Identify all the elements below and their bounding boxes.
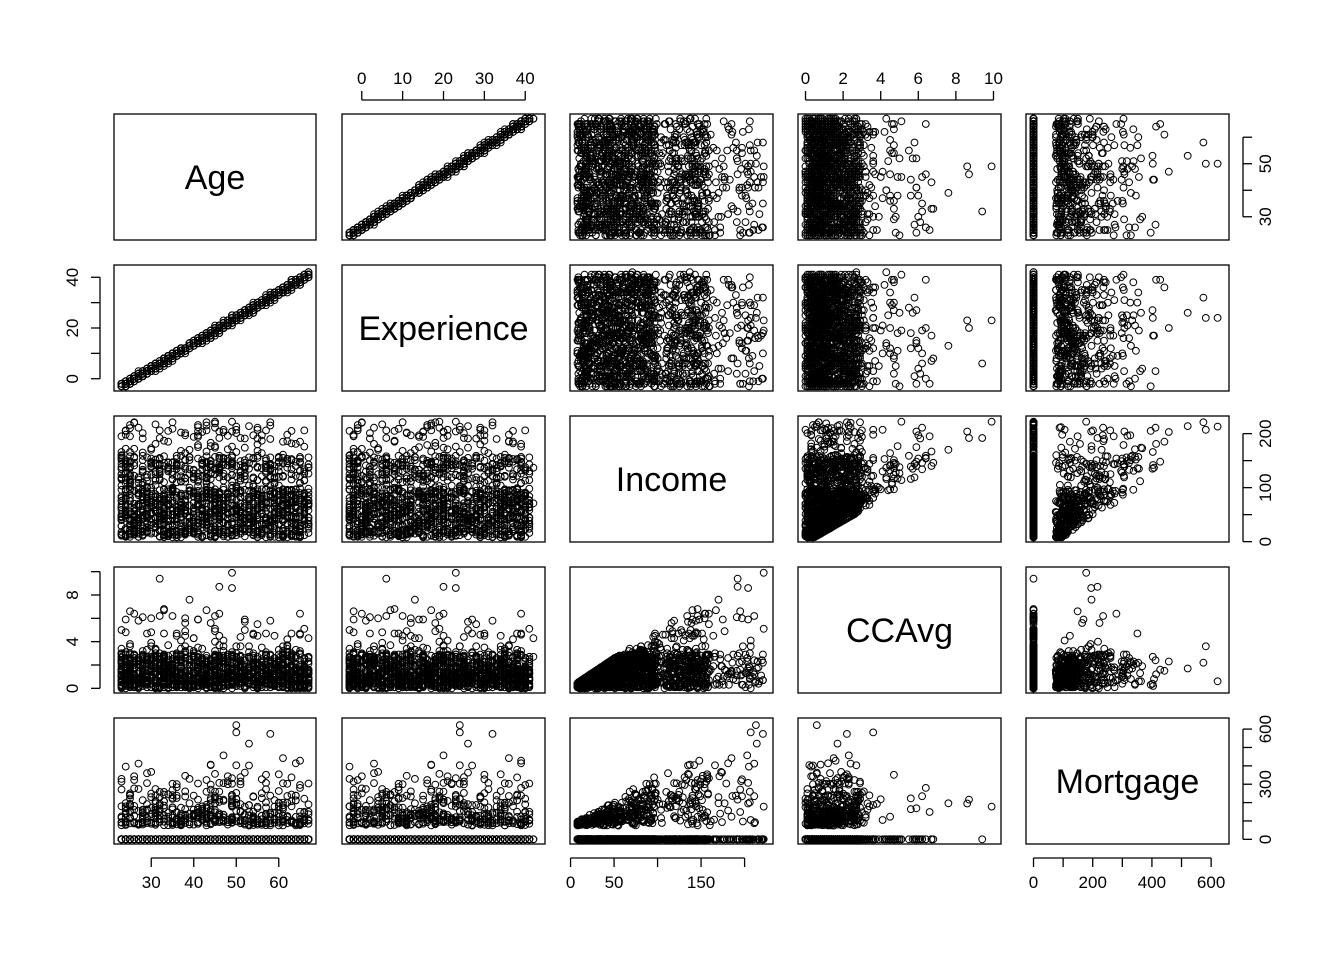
data-point (914, 191, 923, 200)
data-point (517, 125, 525, 134)
data-point (882, 186, 891, 195)
data-point (732, 218, 741, 227)
data-point (965, 170, 973, 179)
data-point (1151, 220, 1160, 229)
data-point (1148, 151, 1157, 160)
data-point (725, 175, 734, 184)
panel-age-vs-experience (341, 113, 546, 241)
data-point (978, 207, 987, 216)
points (1029, 114, 1222, 240)
data-point (906, 175, 915, 184)
data-point (741, 218, 750, 227)
data-point (476, 141, 485, 150)
data-point (500, 125, 509, 134)
data-point (496, 138, 505, 147)
data-point (1137, 154, 1145, 163)
data-point (910, 138, 919, 147)
data-point (419, 178, 428, 187)
data-point (1127, 231, 1135, 240)
data-point (1164, 167, 1173, 176)
data-point (906, 191, 915, 200)
data-point (1093, 183, 1102, 192)
data-point (871, 202, 879, 211)
data-point (895, 154, 904, 163)
data-point (912, 228, 921, 237)
data-point (480, 149, 489, 158)
variable-label-age: Age (185, 159, 246, 197)
data-point (460, 151, 468, 160)
panel-age-vs-mortgage (1025, 113, 1230, 241)
points (573, 114, 768, 240)
data-point (905, 146, 913, 155)
data-point (732, 138, 740, 147)
data-point (752, 151, 761, 160)
data-point (759, 162, 768, 171)
data-point (921, 120, 930, 128)
data-point (718, 154, 726, 163)
data-point (1092, 218, 1101, 227)
data-point (382, 202, 391, 211)
data-point (386, 199, 395, 208)
data-point (739, 128, 747, 136)
data-point (443, 162, 452, 171)
data-point (1085, 114, 1094, 123)
data-point (880, 128, 889, 136)
panel-age-vs-ccavg (797, 113, 1002, 241)
data-point (755, 210, 764, 219)
panel-age-vs-income (569, 113, 774, 241)
data-point (963, 162, 972, 171)
data-point (733, 170, 742, 179)
data-point (759, 199, 767, 208)
points (345, 114, 538, 240)
data-point (867, 143, 876, 152)
data-point (912, 183, 921, 192)
data-point (719, 117, 728, 126)
data-point (878, 194, 887, 203)
data-point (415, 181, 423, 189)
data-point (711, 159, 719, 168)
data-point (882, 114, 891, 123)
data-point (944, 189, 953, 197)
data-point (987, 162, 996, 171)
data-point (897, 117, 906, 126)
data-point (484, 136, 493, 144)
data-point (927, 178, 936, 187)
panel-frame (113, 113, 317, 241)
data-point (865, 231, 874, 240)
data-point (712, 178, 720, 187)
points (801, 114, 996, 240)
data-point (918, 199, 926, 208)
data-point (398, 191, 407, 200)
data-point (370, 210, 378, 219)
panel-frame (341, 113, 546, 241)
data-point (723, 146, 732, 155)
data-point (724, 210, 732, 219)
data-point (1106, 191, 1115, 200)
data-point (366, 220, 374, 229)
data-point (745, 117, 754, 126)
data-point (370, 220, 378, 229)
data-point (886, 170, 894, 179)
data-point (890, 204, 898, 213)
data-point (893, 191, 902, 200)
panel-age-vs-age: Age (113, 113, 317, 241)
data-point (884, 157, 893, 166)
data-point (427, 173, 436, 181)
data-point (1201, 159, 1210, 168)
data-point (1213, 159, 1222, 168)
